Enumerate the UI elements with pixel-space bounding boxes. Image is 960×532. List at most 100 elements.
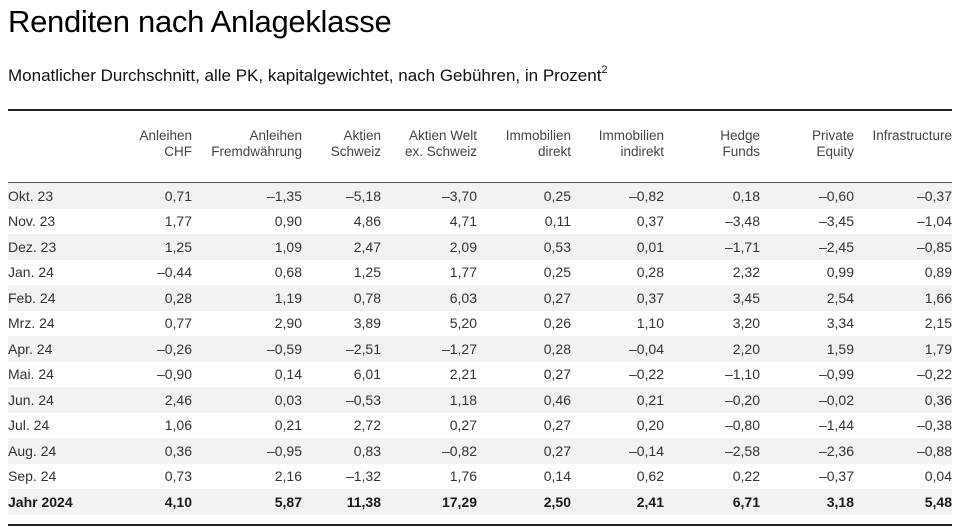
row-label: Mai. 24 bbox=[8, 366, 54, 383]
table-cell: 3,34 bbox=[826, 315, 854, 332]
total-cell: 2,50 bbox=[477, 489, 571, 515]
column-header: Immobilien direkt bbox=[477, 128, 571, 183]
column-header-line2: Schweiz bbox=[330, 144, 381, 159]
table-cell: 1,25 bbox=[353, 264, 381, 281]
table-cell: 4,86 bbox=[353, 213, 381, 230]
table-cell: 2,21 bbox=[449, 366, 477, 383]
row-label: Jan. 24 bbox=[8, 264, 54, 281]
table-cell: 1,59 bbox=[760, 336, 854, 362]
table-cell: –3,45 bbox=[818, 213, 854, 230]
table-cell: 0,71 bbox=[118, 183, 192, 209]
table-cell: –3,48 bbox=[724, 213, 760, 230]
column-header-line1: Infrastructure bbox=[872, 128, 952, 143]
table-cell: –0,53 bbox=[302, 387, 381, 413]
row-label: Dez. 23 bbox=[8, 234, 118, 260]
table-cell: 2,32 bbox=[732, 264, 760, 281]
column-header: Private Equity bbox=[760, 128, 854, 183]
page-subtitle: Monatlicher Durchschnitt, alle PK, kapit… bbox=[8, 64, 608, 86]
table-cell: 6,03 bbox=[381, 285, 477, 311]
total-cell: 2,41 bbox=[571, 489, 664, 515]
total-cell: 11,38 bbox=[302, 489, 381, 515]
table-cell: 2,15 bbox=[924, 315, 952, 332]
column-header-line2: Fremdwährung bbox=[211, 144, 302, 159]
total-cell: 5,48 bbox=[854, 489, 952, 515]
table-cell: –0,88 bbox=[854, 438, 952, 464]
column-header-line1: Immobilien bbox=[505, 128, 571, 143]
table-cell: 0,28 bbox=[118, 285, 192, 311]
table-row: Okt. 23 0,71 –1,35 –5,18 –3,70 0,25 –0,82 0,18–… bbox=[8, 183, 952, 209]
table-cell: 0,18 bbox=[664, 183, 760, 209]
table-cell: 0,20 bbox=[636, 417, 664, 434]
table-cell: 1,77 bbox=[449, 264, 477, 281]
header-rule bbox=[8, 182, 952, 183]
table-cell: 0,01 bbox=[571, 234, 664, 260]
table-row: Dez. 23 1,25 1,09 2,47 2,09 0,53 0,01 –1,71 –2,4… bbox=[8, 234, 952, 260]
table-header-row: Anleihen CHF Anleihen Fremdwährung Aktien Sch… bbox=[8, 128, 952, 183]
table-cell: 0,03 bbox=[192, 387, 302, 413]
column-header-line2: indirekt bbox=[620, 144, 664, 159]
total-cell: 5,87 bbox=[192, 489, 302, 515]
column-header: Aktien Welt ex. Schweiz bbox=[381, 128, 477, 183]
column-header-line1: Hedge bbox=[720, 128, 760, 143]
table-cell: 0,22 bbox=[732, 468, 760, 485]
column-header-line1: Private bbox=[811, 128, 854, 143]
table-cell: –1,10 bbox=[724, 366, 760, 383]
table-cell: 0,27 bbox=[543, 366, 571, 383]
total-cell: 6,71 bbox=[664, 489, 760, 515]
table-cell: –0,38 bbox=[916, 417, 952, 434]
table-cell: 0,36 bbox=[118, 438, 192, 464]
table-row: Jul. 24 1,06 0,21 2,72 0,27 0,27 0,20 –0,80 –1,4… bbox=[8, 413, 952, 439]
table-cell: 0,73 bbox=[164, 468, 192, 485]
table-cell: 0,26 bbox=[543, 315, 571, 332]
table-row: Feb. 24 0,28 1,19 0,78 6,03 0,27 0,37 3,45 2,54 1… bbox=[8, 285, 952, 311]
table-row: Mrz. 24 0,77 2,90 3,89 5,20 0,26 1,10 3,20 3,34 2… bbox=[8, 311, 952, 337]
table-cell: 0,21 bbox=[571, 387, 664, 413]
table-cell: 2,72 bbox=[353, 417, 381, 434]
row-label: Feb. 24 bbox=[8, 285, 118, 311]
column-header-line1: Aktien bbox=[343, 128, 381, 143]
total-cell: 3,18 bbox=[760, 489, 854, 515]
table-cell: –0,60 bbox=[760, 183, 854, 209]
row-label: Jul. 24 bbox=[8, 417, 50, 434]
table-row: Aug. 24 0,36 –0,95 0,83 –0,82 0,27 –0,14 –2,58–… bbox=[8, 438, 952, 464]
table-cell: –1,04 bbox=[916, 213, 952, 230]
table-cell: –0,14 bbox=[571, 438, 664, 464]
table-cell: 0,25 bbox=[543, 264, 571, 281]
table-cell: 0,14 bbox=[274, 366, 302, 383]
column-header: Immobilien indirekt bbox=[571, 128, 664, 183]
table-cell: 0,83 bbox=[302, 438, 381, 464]
table-cell: 0,77 bbox=[164, 315, 192, 332]
table-cell: –0,82 bbox=[381, 438, 477, 464]
table-cell: –0,22 bbox=[628, 366, 664, 383]
table-cell: –1,44 bbox=[818, 417, 854, 434]
column-header-line1: Anleihen bbox=[249, 128, 302, 143]
table-cell: –2,58 bbox=[664, 438, 760, 464]
table-cell: 3,45 bbox=[664, 285, 760, 311]
table-cell: –0,37 bbox=[854, 183, 952, 209]
table-cell: –2,45 bbox=[760, 234, 854, 260]
table-cell: 2,46 bbox=[118, 387, 192, 413]
table-cell: –0,37 bbox=[818, 468, 854, 485]
table-cell: –0,44 bbox=[156, 264, 192, 281]
table-cell: 1,09 bbox=[192, 234, 302, 260]
table-cell: 6,01 bbox=[353, 366, 381, 383]
row-label: Aug. 24 bbox=[8, 438, 118, 464]
table-cell: –1,32 bbox=[345, 468, 381, 485]
table-cell: 0,53 bbox=[477, 234, 571, 260]
table-cell: –0,99 bbox=[818, 366, 854, 383]
table-cell: 0,36 bbox=[854, 387, 952, 413]
bottom-rule bbox=[8, 524, 952, 526]
table-cell: 2,20 bbox=[664, 336, 760, 362]
table-cell: –5,18 bbox=[302, 183, 381, 209]
top-rule bbox=[8, 109, 952, 111]
returns-table: Anleihen CHF Anleihen Fremdwährung Aktien Sch… bbox=[8, 128, 952, 515]
row-label: Jun. 24 bbox=[8, 387, 118, 413]
total-cell: 4,10 bbox=[118, 489, 192, 515]
table-cell: 1,79 bbox=[854, 336, 952, 362]
table-cell: 0,14 bbox=[543, 468, 571, 485]
table-cell: 0,04 bbox=[924, 468, 952, 485]
table-cell: 0,90 bbox=[274, 213, 302, 230]
table-cell: 1,10 bbox=[636, 315, 664, 332]
column-header-line2: CHF bbox=[164, 144, 192, 159]
table-row: Apr. 24 –0,26 –0,59 –2,51 –1,27 0,28 –0,04 2,20… bbox=[8, 336, 952, 362]
